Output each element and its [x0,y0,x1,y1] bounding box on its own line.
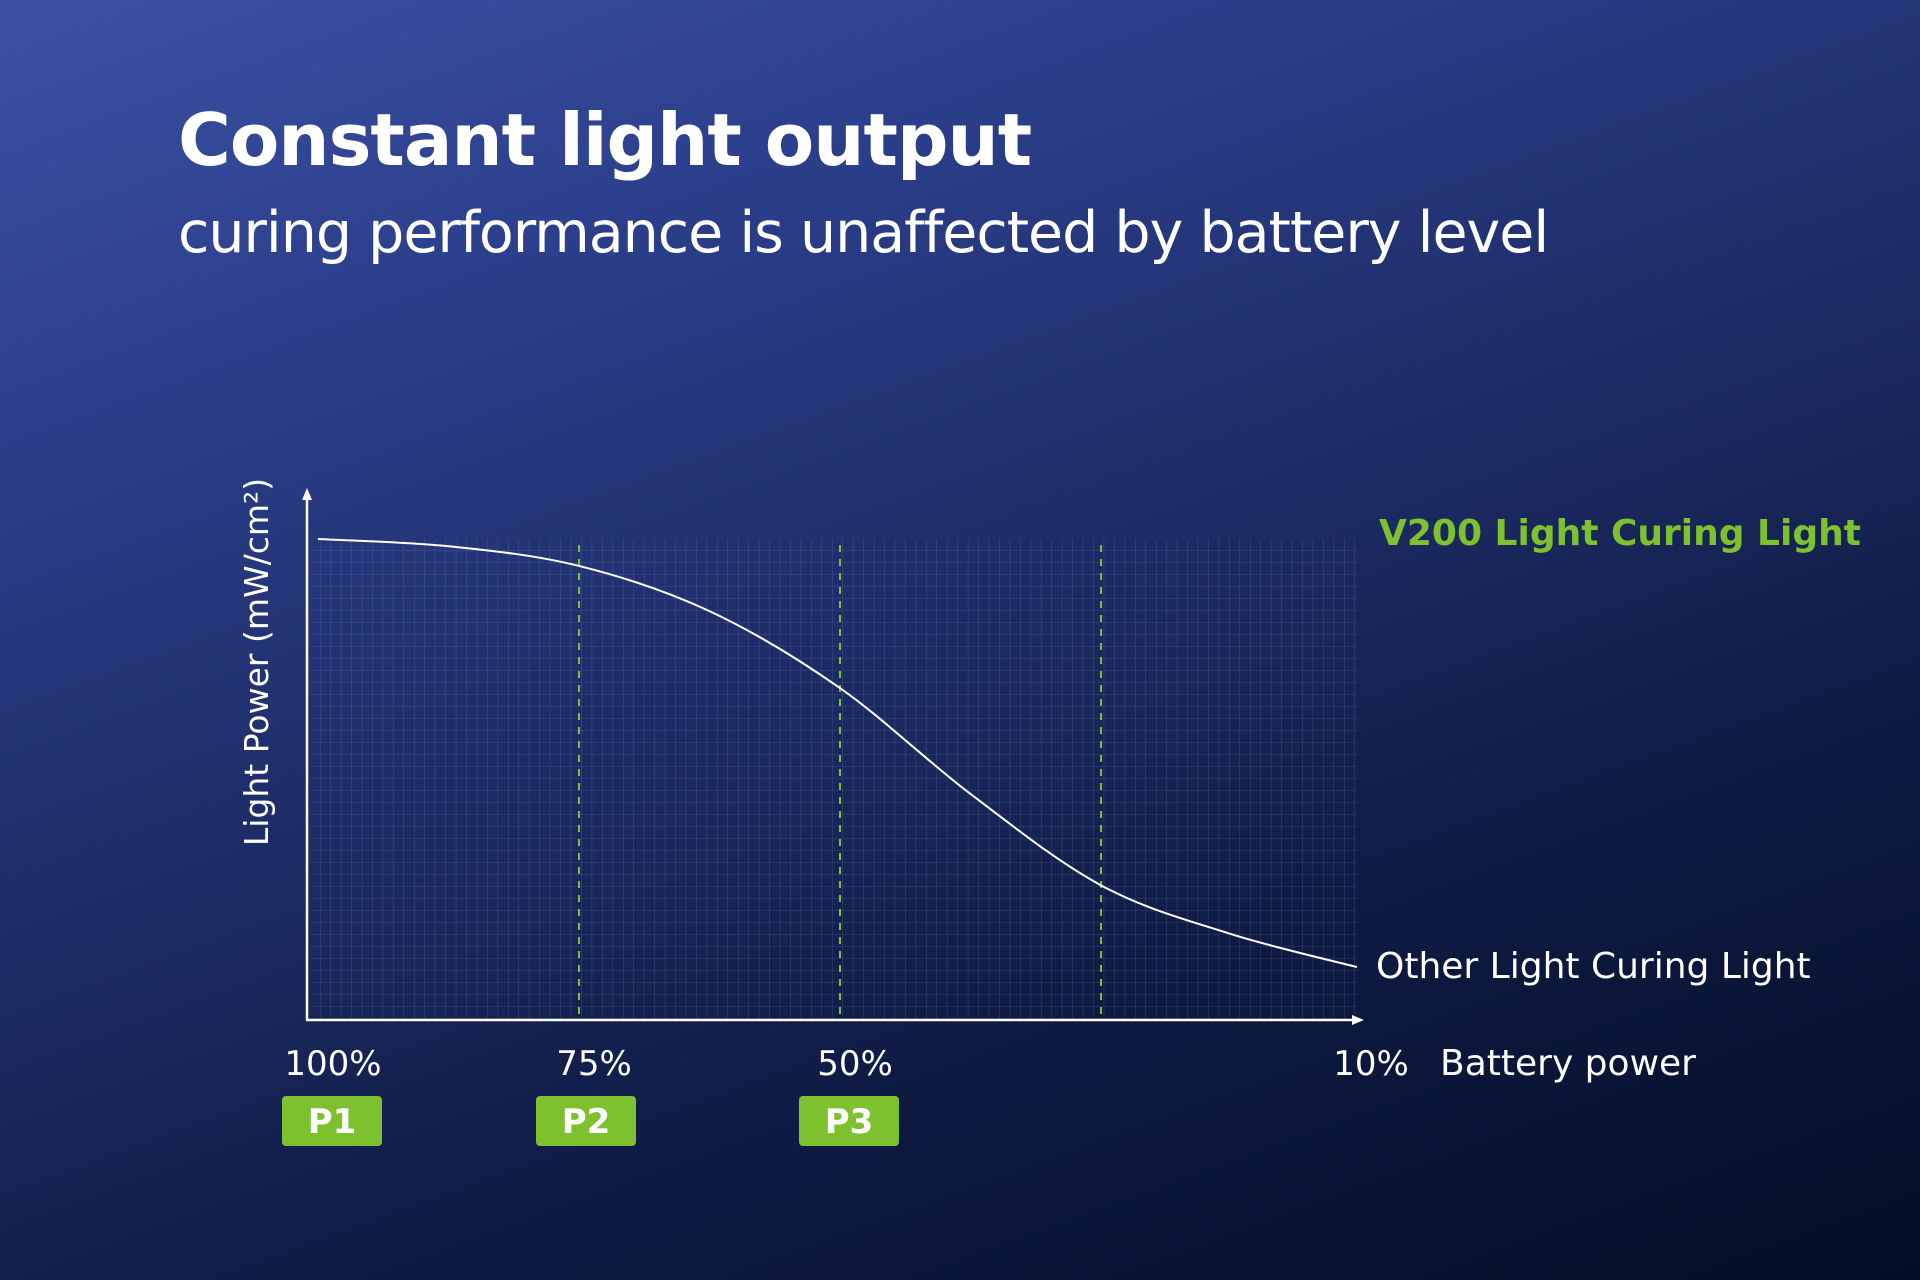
badge-background [282,1096,382,1146]
x-tick-label: 100% [284,1044,381,1084]
x-tick-label: 50% [817,1044,893,1084]
badge-label: P1 [308,1102,357,1142]
legend-other: Other Light Curing Light [1376,946,1811,987]
badge-label: P3 [825,1102,874,1142]
legend-v200: V200 Light Curing Light [1379,513,1861,554]
badge-p3: P3 [799,1096,899,1146]
x-axis-arrow [1352,1015,1364,1025]
page-subtitle: curing performance is unaffected by batt… [178,200,1549,266]
badge-background [799,1096,899,1146]
page-title: Constant light output [178,98,1032,182]
badge-background [536,1096,636,1146]
series-line-other [317,538,1358,969]
grid [310,539,1357,1020]
y-axis-label: Light Power (mW/cm²) [237,478,276,846]
x-tick-label: 10% [1333,1044,1409,1084]
badge-p2: P2 [536,1096,636,1146]
badge-p1: P1 [282,1096,382,1146]
x-tick-label: 75% [556,1044,632,1084]
badge-label: P2 [562,1102,611,1142]
y-axis-arrow [302,488,312,500]
x-axis-label: Battery power [1440,1043,1696,1084]
